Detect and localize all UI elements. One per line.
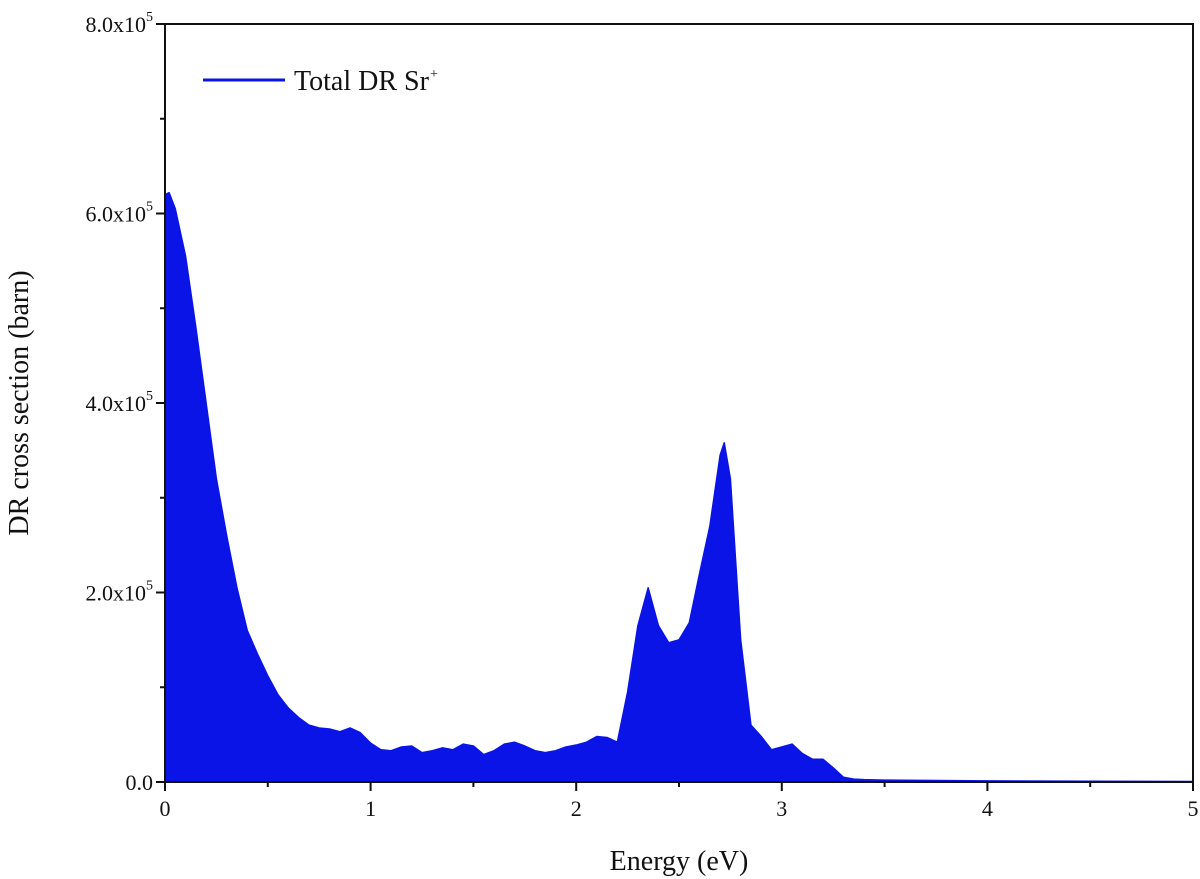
legend-label: Total DR Sr+ [294, 66, 438, 97]
x-tick-label: 5 [1188, 796, 1199, 821]
y-tick-label: 0.0 [126, 770, 154, 795]
y-tick-label: 4.0x105 [86, 389, 154, 416]
x-tick-label: 1 [365, 796, 376, 821]
axis-ticks [156, 23, 1194, 791]
legend: Total DR Sr+ [203, 66, 438, 97]
x-tick-label: 0 [160, 796, 171, 821]
y-axis-title: DR cross section (barn) [4, 270, 35, 535]
series-area-0 [164, 191, 1194, 783]
y-tick-label: 6.0x105 [86, 200, 154, 227]
legend-series-superscript: + [430, 67, 438, 82]
x-tick-label: 4 [982, 796, 993, 821]
axis-tick-labels: 0 1 2 3 4 5 0.0 2.0x105 4.0x105 6.0x105 8.0x105 [86, 10, 1199, 821]
x-tick-label: 2 [571, 796, 582, 821]
plot-series [164, 191, 1194, 783]
y-tick-label: 2.0x105 [86, 579, 154, 606]
x-axis-title: Energy (eV) [610, 846, 749, 877]
y-tick-label: 8.0x105 [86, 10, 154, 37]
x-tick-label: 3 [776, 796, 787, 821]
legend-series-name: Total DR Sr [294, 66, 430, 97]
